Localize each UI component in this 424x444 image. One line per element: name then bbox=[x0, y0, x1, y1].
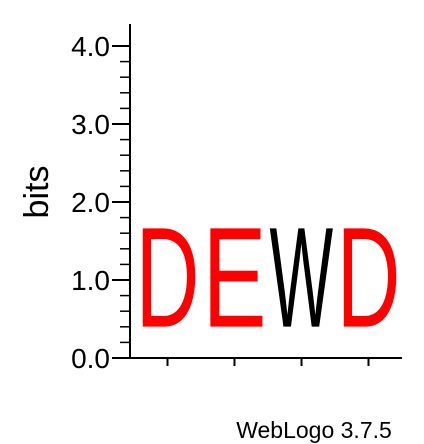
logo-letter-e: E bbox=[203, 197, 267, 357]
logo-letter-d: D bbox=[136, 198, 200, 358]
y-tick-label: 4.0 bbox=[71, 31, 110, 62]
y-tick-label: 3.0 bbox=[71, 109, 110, 140]
logo-letter-w: W bbox=[270, 197, 334, 357]
y-tick-label: 0.0 bbox=[71, 343, 110, 374]
y-tick-label: 2.0 bbox=[71, 187, 110, 218]
x-axis bbox=[130, 357, 402, 366]
weblogo-credit: WebLogo 3.7.5 bbox=[236, 417, 392, 443]
y-axis-label: bits bbox=[18, 166, 56, 219]
logo-letter-d: D bbox=[337, 198, 401, 358]
y-tick-label: 1.0 bbox=[71, 265, 110, 296]
y-axis: 0.0 1.0 2.0 3.0 4.0 bbox=[71, 24, 131, 374]
